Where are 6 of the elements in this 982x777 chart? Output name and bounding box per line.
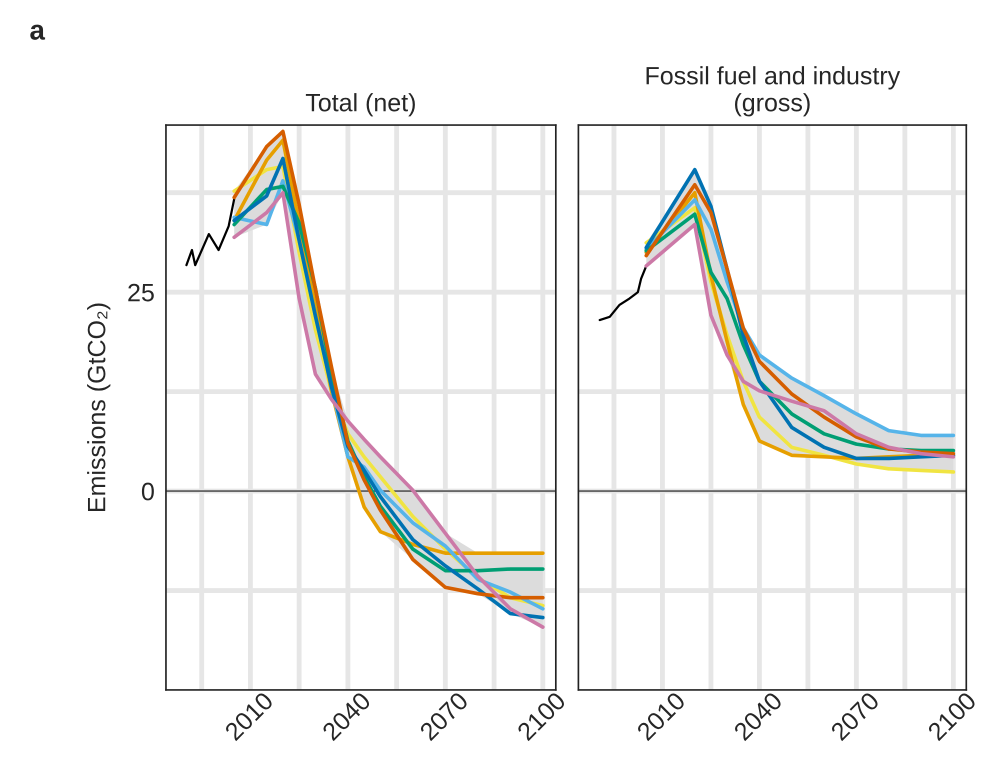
chart-title: Total (net): [306, 93, 415, 116]
text: a: [30, 24, 46, 40]
chart-title: Fossil fuel and industry (gross): [646, 66, 900, 116]
y-tick-label: 0: [142, 482, 154, 500]
y-tick-label: 25: [128, 284, 154, 302]
y-axis-title: Emissions (GtCO₂): [87, 304, 110, 512]
